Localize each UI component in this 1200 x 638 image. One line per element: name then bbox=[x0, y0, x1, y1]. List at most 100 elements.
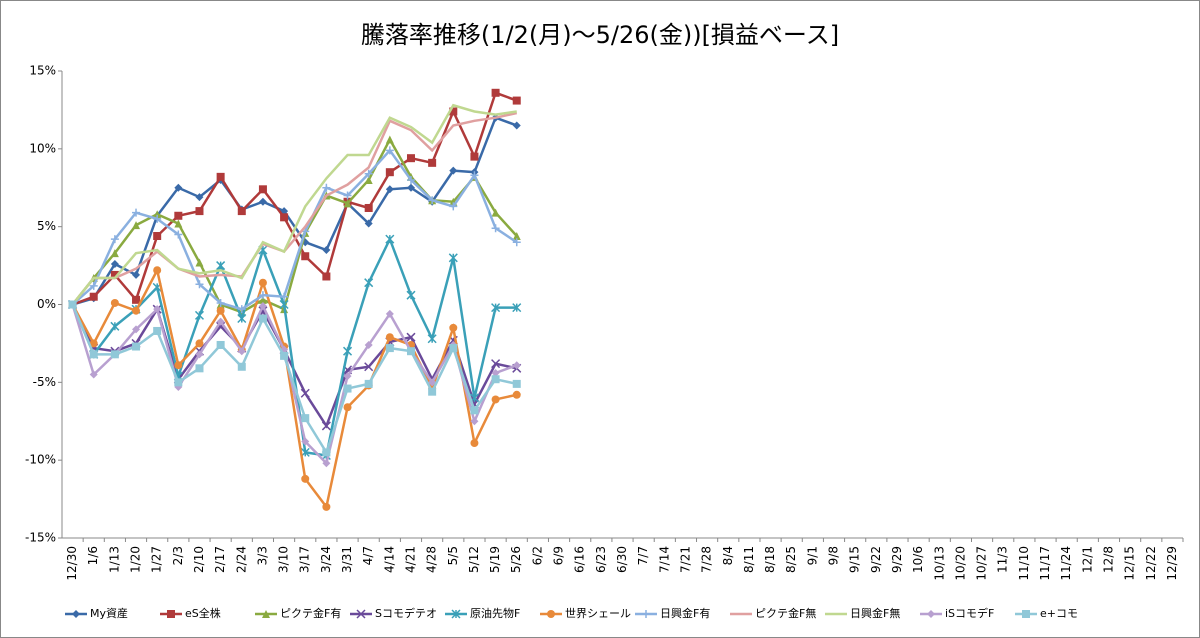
legend-label: iSコモデF bbox=[945, 606, 994, 620]
marker bbox=[216, 172, 225, 181]
marker bbox=[301, 437, 310, 446]
marker bbox=[262, 610, 270, 618]
marker bbox=[89, 281, 98, 290]
marker bbox=[216, 298, 225, 307]
marker bbox=[512, 379, 521, 388]
marker bbox=[428, 158, 437, 167]
marker bbox=[470, 406, 479, 415]
marker bbox=[280, 351, 289, 360]
marker bbox=[153, 210, 162, 219]
x-tick-label: 12/8 bbox=[1101, 546, 1115, 573]
x-tick-label: 1/27 bbox=[150, 546, 164, 573]
x-tick-label: 3/31 bbox=[340, 546, 354, 573]
series-line bbox=[71, 303, 518, 466]
series-line bbox=[71, 235, 517, 457]
marker bbox=[491, 303, 501, 313]
legend-label: ピクテ金F有 bbox=[280, 606, 341, 620]
x-tick-label: 11/3 bbox=[996, 546, 1010, 573]
marker bbox=[195, 280, 204, 289]
marker bbox=[927, 610, 935, 618]
marker bbox=[258, 302, 267, 311]
marker bbox=[364, 278, 374, 288]
marker bbox=[512, 361, 521, 370]
marker bbox=[68, 300, 77, 309]
marker bbox=[1022, 610, 1030, 618]
marker bbox=[491, 368, 500, 377]
marker bbox=[512, 121, 521, 130]
x-tick-label: 7/14 bbox=[657, 546, 671, 573]
marker bbox=[428, 387, 437, 396]
legend-label: 原油先物F bbox=[470, 606, 520, 620]
marker bbox=[385, 309, 394, 318]
marker bbox=[237, 347, 246, 356]
marker bbox=[385, 185, 394, 194]
x-tick-label: 7/28 bbox=[700, 546, 714, 573]
marker bbox=[470, 439, 479, 448]
marker bbox=[174, 230, 183, 239]
x-tick-label: 3/10 bbox=[277, 546, 291, 573]
marker bbox=[132, 295, 141, 304]
marker bbox=[301, 252, 310, 261]
marker bbox=[237, 305, 246, 314]
marker bbox=[364, 340, 373, 349]
x-tick-label: 1/20 bbox=[129, 546, 143, 573]
marker bbox=[449, 202, 458, 211]
marker bbox=[279, 299, 289, 310]
marker bbox=[258, 314, 267, 323]
x-tick-label: 8/18 bbox=[763, 546, 777, 573]
x-tick-label: 1/13 bbox=[107, 546, 121, 573]
y-tick-label: 5% bbox=[37, 219, 56, 233]
x-tick-label: 10/27 bbox=[975, 546, 989, 581]
marker bbox=[258, 185, 267, 194]
marker bbox=[385, 168, 394, 177]
legend-label: ピクテ金F無 bbox=[755, 606, 816, 620]
x-tick-label: 5/5 bbox=[446, 546, 460, 565]
marker bbox=[448, 253, 458, 263]
x-tick-label: 9/29 bbox=[890, 546, 904, 573]
x-tick-label: 2/10 bbox=[192, 546, 206, 573]
marker bbox=[153, 326, 162, 335]
marker bbox=[385, 333, 394, 342]
marker bbox=[153, 266, 162, 275]
marker bbox=[491, 395, 500, 404]
marker bbox=[194, 310, 205, 320]
x-tick-label: 3/24 bbox=[319, 546, 333, 573]
series-line bbox=[71, 103, 517, 306]
x-tick-label: 10/20 bbox=[953, 546, 967, 581]
marker bbox=[153, 305, 162, 314]
x-tick-label: 9/22 bbox=[869, 546, 883, 573]
chart-title: 騰落率推移(1/2(月)～5/26(金))[損益ベース] bbox=[361, 21, 839, 49]
legend-label: 日興金F無 bbox=[850, 606, 900, 620]
marker bbox=[449, 166, 458, 175]
marker bbox=[642, 610, 650, 618]
marker bbox=[89, 339, 98, 348]
marker bbox=[89, 370, 98, 379]
marker bbox=[428, 378, 437, 387]
marker bbox=[449, 323, 458, 332]
series-line bbox=[71, 304, 518, 456]
marker bbox=[167, 610, 175, 618]
marker bbox=[110, 321, 120, 331]
marker bbox=[385, 234, 395, 244]
legend-label: My資産 bbox=[90, 607, 128, 620]
x-tick-label: 7/21 bbox=[678, 546, 692, 573]
x-tick-label: 4/7 bbox=[361, 546, 375, 565]
legend-label: e+コモ bbox=[1040, 607, 1078, 620]
marker bbox=[237, 207, 246, 216]
x-tick-label: 8/4 bbox=[721, 546, 735, 565]
marker bbox=[153, 214, 162, 223]
y-tick-label: 10% bbox=[29, 141, 56, 155]
marker bbox=[406, 154, 415, 163]
marker bbox=[174, 361, 183, 370]
marker bbox=[512, 390, 521, 399]
x-tick-label: 5/19 bbox=[488, 546, 502, 573]
x-tick-label: 12/22 bbox=[1144, 546, 1158, 581]
marker bbox=[428, 196, 437, 205]
marker bbox=[174, 378, 183, 387]
marker bbox=[547, 610, 555, 618]
legend-label: 世界シェール bbox=[565, 607, 631, 620]
marker bbox=[491, 208, 500, 217]
marker bbox=[237, 362, 246, 371]
marker bbox=[300, 388, 310, 398]
marker bbox=[237, 313, 247, 324]
